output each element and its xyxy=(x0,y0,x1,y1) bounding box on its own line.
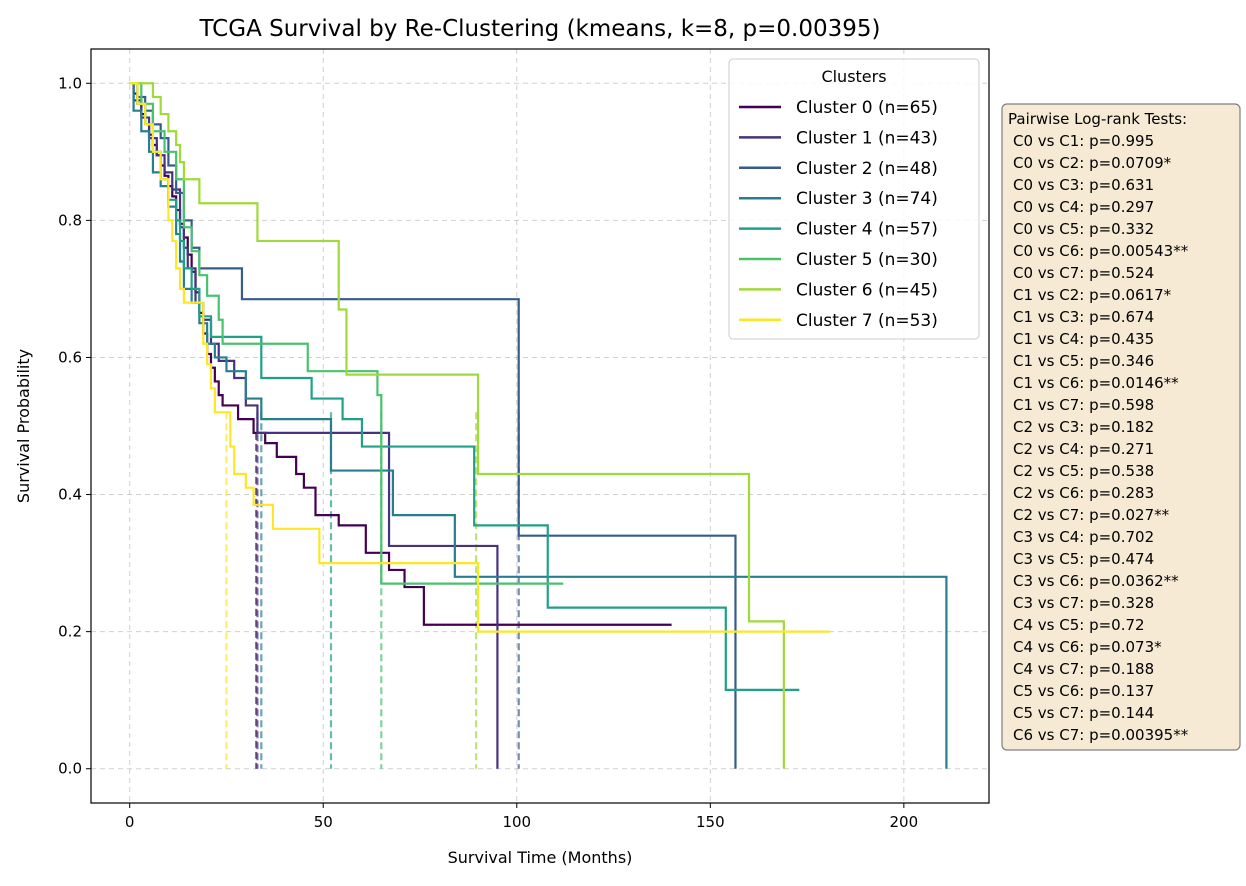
annotation-line-15: C2 vs C4: p=0.271 xyxy=(1013,440,1154,458)
legend-box xyxy=(728,58,980,340)
x-tick-label: 50 xyxy=(314,813,333,831)
annotation-box xyxy=(1001,103,1241,751)
annotation-line-10: C1 vs C4: p=0.435 xyxy=(1013,330,1154,348)
legend-label-3: Cluster 3 (n=74) xyxy=(796,189,938,209)
annotation-line-2: C0 vs C2: p=0.0709* xyxy=(1013,154,1172,172)
annotation-line-13: C1 vs C7: p=0.598 xyxy=(1013,396,1154,414)
annotation-line-5: C0 vs C5: p=0.332 xyxy=(1013,220,1154,238)
legend-title: Clusters xyxy=(821,67,886,86)
x-tick-label: 150 xyxy=(696,813,725,831)
annotation-line-21: C3 vs C6: p=0.0362** xyxy=(1013,572,1179,590)
legend-label-6: Cluster 6 (n=45) xyxy=(796,280,938,300)
annotation-line-16: C2 vs C5: p=0.538 xyxy=(1013,462,1154,480)
legend-label-0: Cluster 0 (n=65) xyxy=(796,98,938,118)
legend-label-2: Cluster 2 (n=48) xyxy=(796,159,938,179)
annotation-line-24: C4 vs C6: p=0.073* xyxy=(1013,638,1162,656)
x-axis-label: Survival Time (Months) xyxy=(448,848,633,867)
y-tick-label: 0.8 xyxy=(58,211,82,229)
series-line-0 xyxy=(129,82,672,626)
annotation-line-22: C3 vs C7: p=0.328 xyxy=(1013,594,1154,612)
annotation-line-7: C0 vs C7: p=0.524 xyxy=(1013,264,1154,282)
x-tick-label: 0 xyxy=(125,813,135,831)
legend: Clusters Cluster 0 (n=65) Cluster 1 (n=43… xyxy=(728,58,980,340)
y-tick-label: 0.0 xyxy=(58,760,82,778)
annotation-line-18: C2 vs C7: p=0.027** xyxy=(1013,506,1170,524)
series-line-5 xyxy=(129,82,564,585)
annotation-line-3: C0 vs C3: p=0.631 xyxy=(1013,176,1154,194)
y-tick-label: 1.0 xyxy=(58,74,82,92)
annotation-line-17: C2 vs C6: p=0.283 xyxy=(1013,484,1154,502)
annotation-line-1: C0 vs C1: p=0.995 xyxy=(1013,132,1154,150)
annotation-line-14: C2 vs C3: p=0.182 xyxy=(1013,418,1154,436)
y-tick-label: 0.4 xyxy=(58,486,82,504)
annotation-line-20: C3 vs C5: p=0.474 xyxy=(1013,550,1154,568)
annotation-line-25: C4 vs C7: p=0.188 xyxy=(1013,660,1154,678)
annotation-line-28: C6 vs C7: p=0.00395** xyxy=(1013,726,1189,744)
annotation-line-26: C5 vs C6: p=0.137 xyxy=(1013,682,1154,700)
annotation-line-0: Pairwise Log-rank Tests: xyxy=(1008,110,1187,128)
x-tick-label: 100 xyxy=(502,813,531,831)
annotation-line-11: C1 vs C5: p=0.346 xyxy=(1013,352,1154,370)
y-tick-label: 0.2 xyxy=(58,623,82,641)
x-tick-label: 200 xyxy=(890,813,919,831)
chart-title: TCGA Survival by Re-Clustering (kmeans, … xyxy=(198,16,880,42)
annotation-lines: Pairwise Log-rank Tests: C0 vs C1: p=0.99… xyxy=(1008,110,1189,744)
annotation-line-8: C1 vs C2: p=0.0617* xyxy=(1013,286,1172,304)
annotation-line-6: C0 vs C6: p=0.00543** xyxy=(1013,242,1189,260)
legend-label-7: Cluster 7 (n=53) xyxy=(796,311,938,331)
annotation-line-19: C3 vs C4: p=0.702 xyxy=(1013,528,1154,546)
series-line-6 xyxy=(129,82,785,769)
y-axis-label: Survival Probability xyxy=(14,349,33,503)
y-tick-label: 0.6 xyxy=(58,348,82,366)
series-line-2 xyxy=(129,82,737,769)
plot-frame xyxy=(90,48,990,804)
legend-label-1: Cluster 1 (n=43) xyxy=(796,128,938,148)
legend-label-5: Cluster 5 (n=30) xyxy=(796,250,938,270)
legend-label-4: Cluster 4 (n=57) xyxy=(796,220,938,240)
annotation-line-27: C5 vs C7: p=0.144 xyxy=(1013,704,1154,722)
annotation-line-9: C1 vs C3: p=0.674 xyxy=(1013,308,1154,326)
series-layer xyxy=(129,82,948,769)
series-line-7 xyxy=(129,82,831,633)
annotation-line-23: C4 vs C5: p=0.72 xyxy=(1013,616,1145,634)
annotation-line-12: C1 vs C6: p=0.0146** xyxy=(1013,374,1179,392)
series-line-4 xyxy=(129,82,800,691)
annotation-line-4: C0 vs C4: p=0.297 xyxy=(1013,198,1154,216)
legend-items: Cluster 0 (n=65) Cluster 1 (n=43) Cluster … xyxy=(739,98,938,331)
pairwise-tests-box: Pairwise Log-rank Tests: C0 vs C1: p=0.99… xyxy=(1001,103,1241,751)
axis-layer: 0 50 100 150 200 0.0 0.2 0.4 0.6 0.8 1.0 xyxy=(58,74,918,831)
